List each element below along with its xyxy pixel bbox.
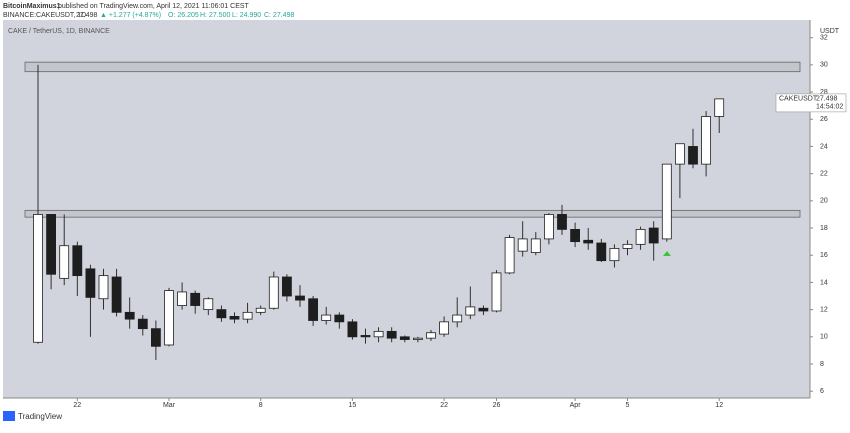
candle-body — [281, 276, 292, 297]
candle-body — [33, 214, 43, 343]
candle-body — [268, 276, 279, 309]
candle-body — [190, 292, 201, 306]
candle-body — [465, 306, 476, 316]
candle-body — [124, 311, 135, 320]
candle-body — [517, 238, 528, 252]
plot-background — [3, 20, 810, 398]
logo — [3, 411, 15, 421]
signal-marker — [663, 251, 671, 256]
y-tick-label: 26 — [820, 116, 828, 123]
y-tick-label: 10 — [820, 334, 828, 341]
candle-body — [439, 321, 450, 335]
candle-body — [295, 295, 305, 301]
candle-body — [111, 276, 122, 313]
candle-body — [85, 268, 96, 298]
candle-body — [164, 290, 174, 346]
candle-body — [622, 243, 633, 249]
price-label-countdown: 14:54:02 — [816, 104, 843, 111]
y-tick-label: 6 — [820, 388, 824, 395]
candle-body — [701, 116, 711, 165]
candle-body — [596, 242, 607, 262]
last: 27.498 — [76, 12, 98, 19]
candle-body — [675, 143, 685, 165]
candle-body — [203, 298, 214, 311]
candle-body — [150, 328, 161, 347]
candle-body — [530, 238, 541, 253]
zone — [24, 209, 801, 218]
candle-body — [229, 316, 240, 320]
candle-body — [216, 309, 227, 319]
y-tick-label: 14 — [820, 279, 828, 286]
candle-body — [478, 307, 489, 312]
y-tick-label: 24 — [820, 143, 828, 150]
candle-body — [373, 330, 384, 338]
candle-body — [98, 275, 109, 300]
candle-body — [59, 245, 70, 279]
y-tick-label: 20 — [820, 198, 828, 205]
candle-body — [347, 321, 358, 338]
candle-body — [583, 239, 594, 244]
x-tick-label: 8 — [259, 402, 263, 409]
candle-body — [334, 314, 345, 323]
candle-body — [46, 214, 56, 275]
candle-body — [386, 330, 397, 339]
x-tick-label: 5 — [626, 402, 630, 409]
candle-body — [72, 245, 83, 277]
author: BitcoinMaximus1 — [3, 3, 61, 10]
candle-body — [570, 228, 580, 243]
candle-body — [399, 336, 410, 340]
ohlc-open: O: 26.205 — [168, 12, 199, 19]
candle-body — [242, 311, 253, 320]
candle-body — [452, 314, 463, 323]
y-tick-label: 22 — [820, 170, 828, 177]
candle-body — [544, 214, 554, 240]
candle-body — [635, 228, 646, 245]
candle-body — [137, 318, 148, 330]
zone — [24, 61, 801, 73]
candle-body — [177, 291, 188, 306]
candle-body — [308, 298, 319, 321]
candle-body — [661, 163, 672, 240]
x-tick-label: 12 — [715, 402, 723, 409]
x-tick-label: 22 — [73, 402, 81, 409]
published: published on TradingView.com, April 12, … — [58, 3, 250, 10]
candle-body — [688, 146, 698, 165]
price-label-symbol: CAKEUSDT — [779, 96, 818, 103]
candle-body — [714, 98, 725, 117]
y-tick-label: 30 — [820, 62, 828, 69]
x-tick-label: 15 — [349, 402, 357, 409]
footer: TradingView — [18, 412, 62, 421]
candle-body — [321, 314, 332, 321]
x-tick-label: 26 — [493, 402, 501, 409]
ohlc-high: H: 27.500 — [200, 12, 230, 19]
x-tick-label: 22 — [440, 402, 448, 409]
y-tick-label: 16 — [820, 252, 828, 259]
y-tick-label: 8 — [820, 361, 824, 368]
x-tick-label: Mar — [163, 402, 176, 409]
candle-body — [557, 214, 567, 230]
y-tick-label: 18 — [820, 225, 828, 232]
symbol: BINANCE:CAKEUSDT, 1D — [3, 12, 86, 19]
candle-body — [412, 337, 423, 340]
change: ▲ +1.277 (+4.87%) — [100, 12, 161, 19]
candle-body — [426, 332, 436, 339]
y-tick-label: 28 — [820, 89, 828, 96]
y-tick-label: 12 — [820, 306, 828, 313]
y-axis-label: USDT — [820, 28, 840, 35]
chart-title: CAKE / TetherUS, 1D, BINANCE — [8, 28, 110, 35]
candle-body — [360, 335, 371, 338]
candle-body — [255, 307, 266, 313]
x-tick-label: Apr — [570, 402, 582, 409]
y-tick-label: 32 — [820, 35, 828, 42]
candle-body — [491, 272, 502, 312]
candle-body — [648, 227, 659, 244]
price-label-box — [775, 93, 847, 113]
price-label-value: 27.498 — [816, 96, 838, 103]
ohlc-close: C: 27.498 — [264, 12, 294, 19]
candle-body — [504, 237, 515, 274]
ohlc-low: L: 24.990 — [232, 12, 261, 19]
candle-body — [609, 248, 620, 262]
